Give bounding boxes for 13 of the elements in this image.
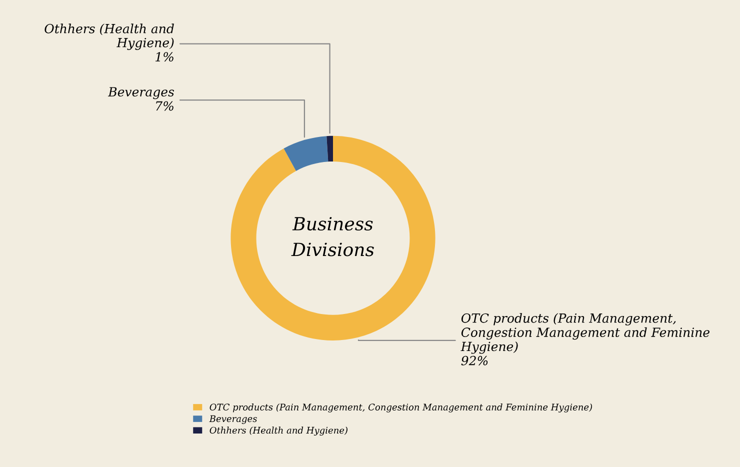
slice-label: Beverages: [108, 87, 174, 100]
text: Business Divisions: [291, 217, 374, 256]
legend-label: OTC products (Pain Management, Congestion Management and Feminine Hygiene): [210, 404, 592, 412]
legend-label: Othhers (Health and Hygiene): [210, 426, 348, 436]
slice-label: OTC products (Pain Management, Congestion Management and Feminine Hygiene): [460, 313, 710, 354]
donut-slice: [326, 136, 333, 162]
data-label: 1%: [155, 52, 174, 62]
donut-slice: [230, 136, 436, 340]
donut-slice: [284, 136, 328, 171]
legend-label: Beverages: [209, 415, 257, 424]
slice-label: Othhers (Health and Hygiene): [44, 24, 174, 50]
data-label: 92%: [461, 356, 488, 366]
data-label: 7%: [156, 101, 174, 111]
